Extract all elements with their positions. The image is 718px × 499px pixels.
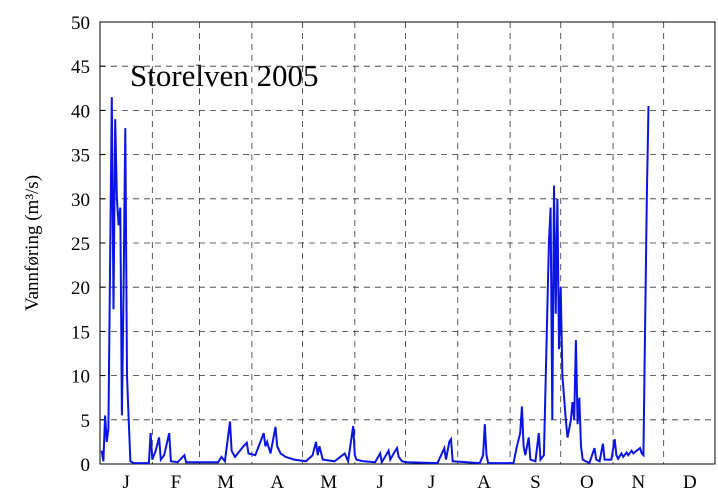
x-tick-label: M [320,472,337,493]
x-tick-label: S [530,472,541,493]
y-tick-label: 45 [71,57,90,78]
y-tick-label: 5 [81,411,91,432]
x-tick-label: A [270,472,284,493]
y-tick-label: 40 [71,101,90,122]
data-line [100,97,650,466]
y-tick-label: 50 [71,13,90,34]
x-tick-label: J [376,472,383,493]
x-tick-label: F [171,472,182,493]
x-tick-label: N [631,472,645,493]
y-tick-label: 30 [71,190,90,211]
x-tick-label: A [477,472,491,493]
y-axis-label: Vannføring (m³/s) [22,175,43,311]
y-tick-label: 10 [71,367,90,388]
y-tick-label: 15 [71,322,90,343]
x-tick-label: M [217,472,234,493]
x-tick-label: J [428,472,435,493]
y-tick-label: 20 [71,278,90,299]
x-tick-label: D [683,472,697,493]
y-tick-label: 35 [71,146,90,167]
y-tick-label: 25 [71,234,90,255]
x-tick-label: O [580,472,594,493]
y-tick-label: 0 [81,455,91,476]
x-tick-label: J [122,472,129,493]
chart-title: Storelven 2005 [130,58,319,93]
plot-frame [99,21,716,465]
